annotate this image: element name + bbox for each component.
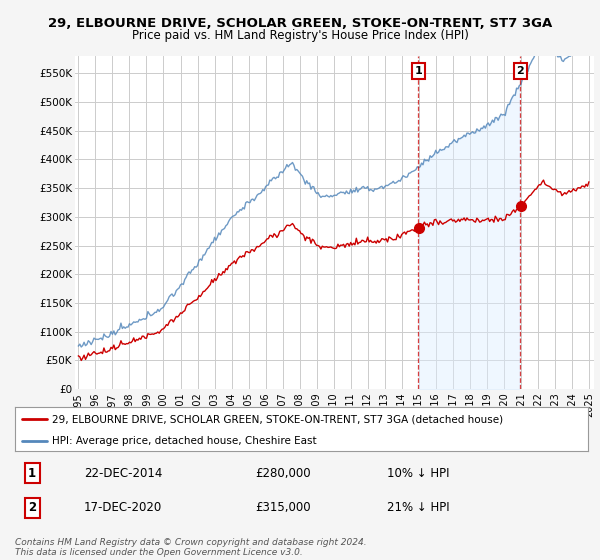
Text: 1: 1 — [28, 466, 36, 479]
Text: £280,000: £280,000 — [256, 466, 311, 479]
Text: £315,000: £315,000 — [256, 501, 311, 514]
Text: 2: 2 — [28, 501, 36, 514]
Text: 29, ELBOURNE DRIVE, SCHOLAR GREEN, STOKE-ON-TRENT, ST7 3GA (detached house): 29, ELBOURNE DRIVE, SCHOLAR GREEN, STOKE… — [52, 414, 503, 424]
Text: HPI: Average price, detached house, Cheshire East: HPI: Average price, detached house, Ches… — [52, 436, 317, 446]
Text: 1: 1 — [415, 66, 422, 76]
Text: Contains HM Land Registry data © Crown copyright and database right 2024.
This d: Contains HM Land Registry data © Crown c… — [15, 538, 367, 557]
Text: Price paid vs. HM Land Registry's House Price Index (HPI): Price paid vs. HM Land Registry's House … — [131, 29, 469, 42]
Text: 22-DEC-2014: 22-DEC-2014 — [84, 466, 162, 479]
Text: 10% ↓ HPI: 10% ↓ HPI — [388, 466, 450, 479]
Text: 17-DEC-2020: 17-DEC-2020 — [84, 501, 162, 514]
Text: 21% ↓ HPI: 21% ↓ HPI — [388, 501, 450, 514]
Text: 29, ELBOURNE DRIVE, SCHOLAR GREEN, STOKE-ON-TRENT, ST7 3GA: 29, ELBOURNE DRIVE, SCHOLAR GREEN, STOKE… — [48, 17, 552, 30]
Text: 2: 2 — [517, 66, 524, 76]
